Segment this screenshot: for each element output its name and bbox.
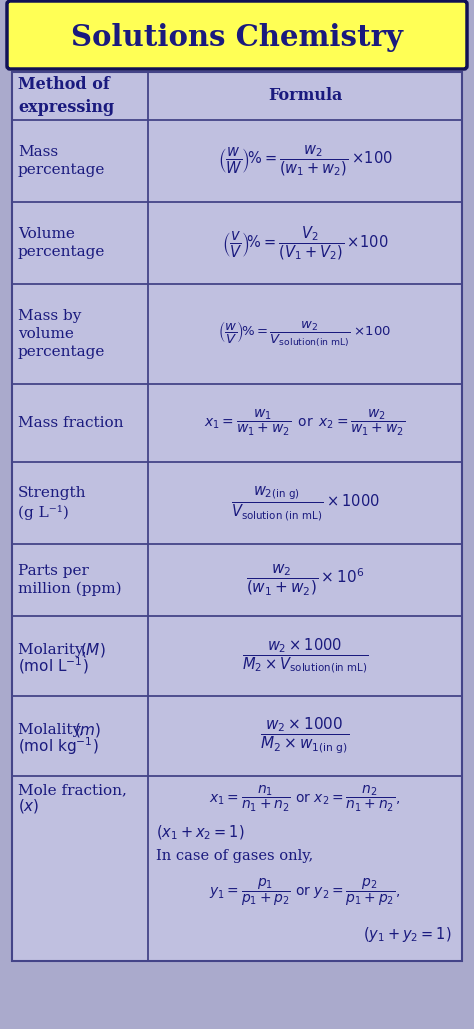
Text: Volume
percentage: Volume percentage [18,226,105,259]
Text: $\left(\dfrac{w}{V}\right)\!\%=\dfrac{w_2}{V_{\rm solution(in\ mL)}}\times\!100$: $\left(\dfrac{w}{V}\right)\!\%=\dfrac{w_… [219,319,392,349]
Text: Formula: Formula [268,87,342,105]
Text: Method of
expressing: Method of expressing [18,76,114,115]
Text: $(M)$: $(M)$ [80,641,106,659]
Text: $(x)$: $(x)$ [18,797,39,815]
Text: Mass by
volume
percentage: Mass by volume percentage [18,309,105,359]
Text: $x_1=\dfrac{n_1}{n_1+n_2}\ \mathrm{or}\ x_2=\dfrac{n_2}{n_1+n_2},$: $x_1=\dfrac{n_1}{n_1+n_2}\ \mathrm{or}\ … [210,784,401,814]
Text: Mass
percentage: Mass percentage [18,145,105,177]
Text: $x_1 = \dfrac{w_1}{w_1+w_2}\ \,\mathrm{or}\,\ x_2 = \dfrac{w_2}{w_1+w_2}$: $x_1 = \dfrac{w_1}{w_1+w_2}\ \,\mathrm{o… [204,407,406,438]
Text: $\dfrac{w_2}{(w_1+w_2)}\times10^6$: $\dfrac{w_2}{(w_1+w_2)}\times10^6$ [246,563,364,598]
Text: In case of gases only,: In case of gases only, [156,850,313,863]
FancyBboxPatch shape [7,1,467,69]
Text: $\left(\dfrac{w}{W}\right)\!\%=\dfrac{w_2}{(w_1+w_2)}\times\!100$: $\left(\dfrac{w}{W}\right)\!\%=\dfrac{w_… [218,144,392,178]
Text: $\dfrac{w_{2\rm(in\ g)}}{V_{\rm solution\ (in\ mL)}}\times1000$: $\dfrac{w_{2\rm(in\ g)}}{V_{\rm solution… [231,484,379,522]
Text: Solutions Chemistry: Solutions Chemistry [71,23,403,51]
Text: $\dfrac{w_2\times1000}{M_2\times w_{\rm 1(in\ g)}}$: $\dfrac{w_2\times1000}{M_2\times w_{\rm … [260,716,349,756]
Text: $(y_1 + y_2 = 1)$: $(y_1 + y_2 = 1)$ [364,925,452,944]
Text: Strength
(g L⁻¹): Strength (g L⁻¹) [18,486,86,520]
Text: Molality,: Molality, [18,723,89,737]
Text: Molarity,: Molarity, [18,643,91,657]
Text: (mol L$^{-1}$): (mol L$^{-1}$) [18,655,89,676]
Text: Mole fraction,: Mole fraction, [18,783,127,797]
Text: Parts per
million (ppm): Parts per million (ppm) [18,564,122,597]
Text: $\left(\dfrac{v}{V}\right)\!\%=\dfrac{V_2}{(V_1+V_2)}\times\!100$: $\left(\dfrac{v}{V}\right)\!\%=\dfrac{V_… [222,224,388,261]
Text: $\dfrac{w_2\times1000}{M_2\times V_{\rm solution(in\ mL)}}$: $\dfrac{w_2\times1000}{M_2\times V_{\rm … [242,637,368,675]
Text: $y_1=\dfrac{p_1}{p_1+p_2}\ \mathrm{or}\ y_2=\dfrac{p_2}{p_1+p_2},$: $y_1=\dfrac{p_1}{p_1+p_2}\ \mathrm{or}\ … [210,877,401,909]
Text: Mass fraction: Mass fraction [18,416,124,430]
Text: (mol kg$^{-1}$): (mol kg$^{-1}$) [18,735,99,757]
Text: $(x_1 + x_2 = 1)$: $(x_1 + x_2 = 1)$ [156,823,245,842]
Text: $(m)$: $(m)$ [74,721,101,739]
Bar [12,72,462,961]
